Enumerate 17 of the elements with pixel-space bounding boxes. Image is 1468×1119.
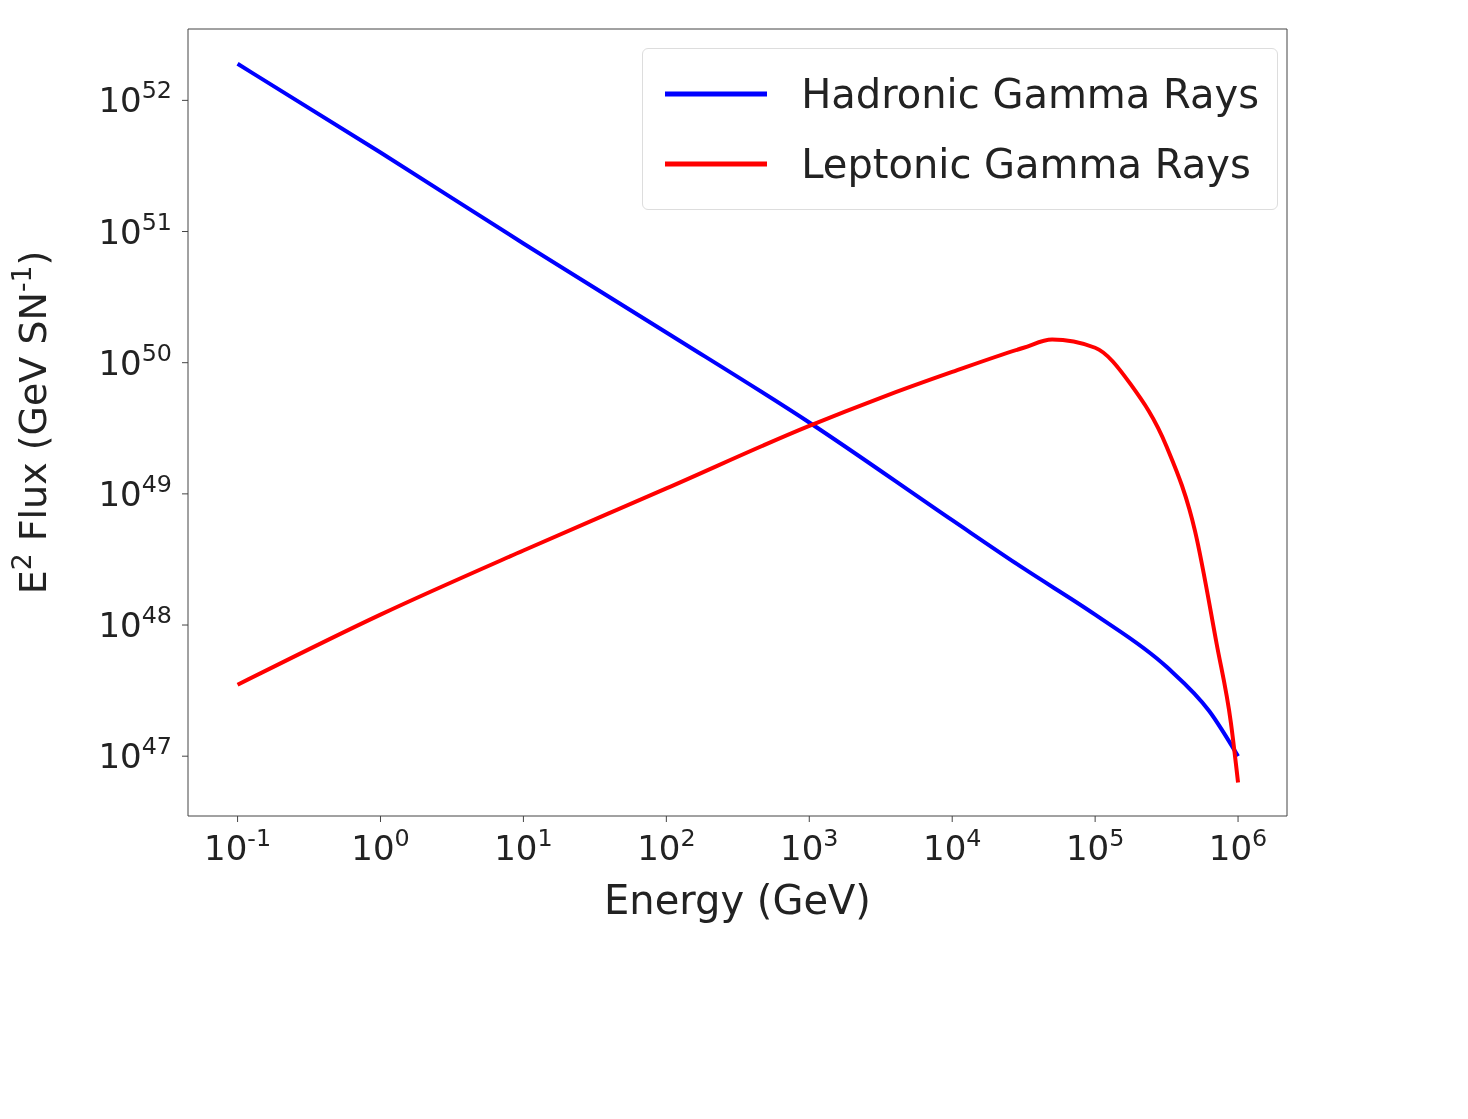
x-tick-label: 10$^{5}$ (1065, 824, 1125, 868)
y-tick-label: 10$^{51}$ (98, 207, 172, 252)
x-tick-label: 10$^{3}$ (780, 824, 839, 868)
y-tick-label: 10$^{48}$ (98, 601, 172, 646)
y-tick-label: 10$^{50}$ (98, 338, 172, 383)
x-tick-label: 10$^{4}$ (923, 824, 982, 868)
legend-label: Hadronic Gamma Rays (801, 71, 1259, 117)
x-tick-label: 10$^{1}$ (494, 824, 553, 868)
x-tick-label: 10$^{0}$ (351, 824, 410, 868)
x-tick-label: 10$^{2}$ (637, 824, 696, 868)
legend-label: Leptonic Gamma Rays (801, 141, 1251, 187)
x-axis-title: Energy (GeV) (604, 877, 871, 924)
x-tick-label: 10$^{-1}$ (204, 824, 272, 868)
y-tick-label: 10$^{49}$ (98, 469, 172, 514)
x-tick-label: 10$^{6}$ (1208, 824, 1268, 868)
y-tick-label: 10$^{52}$ (98, 76, 172, 121)
y-tick-label: 10$^{47}$ (98, 732, 172, 777)
